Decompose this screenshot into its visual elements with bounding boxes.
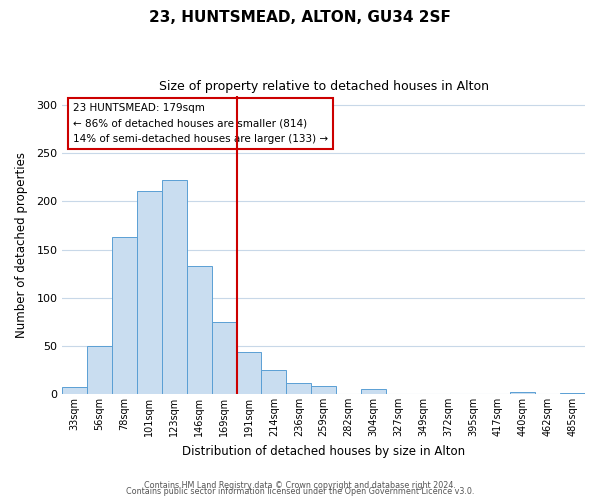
Bar [560, 393, 585, 394]
Bar [262, 370, 286, 394]
X-axis label: Distribution of detached houses by size in Alton: Distribution of detached houses by size … [182, 444, 465, 458]
Bar [311, 386, 336, 394]
Bar [162, 180, 187, 394]
Text: 23, HUNTSMEAD, ALTON, GU34 2SF: 23, HUNTSMEAD, ALTON, GU34 2SF [149, 10, 451, 25]
Bar [212, 322, 236, 394]
Title: Size of property relative to detached houses in Alton: Size of property relative to detached ho… [158, 80, 488, 93]
Text: Contains public sector information licensed under the Open Government Licence v3: Contains public sector information licen… [126, 487, 474, 496]
Bar [62, 388, 87, 394]
Bar [361, 389, 386, 394]
Bar [187, 266, 212, 394]
Y-axis label: Number of detached properties: Number of detached properties [15, 152, 28, 338]
Bar [236, 352, 262, 394]
Bar [511, 392, 535, 394]
Bar [87, 346, 112, 394]
Text: 23 HUNTSMEAD: 179sqm
← 86% of detached houses are smaller (814)
14% of semi-deta: 23 HUNTSMEAD: 179sqm ← 86% of detached h… [73, 103, 328, 144]
Bar [112, 237, 137, 394]
Text: Contains HM Land Registry data © Crown copyright and database right 2024.: Contains HM Land Registry data © Crown c… [144, 481, 456, 490]
Bar [137, 191, 162, 394]
Bar [286, 384, 311, 394]
